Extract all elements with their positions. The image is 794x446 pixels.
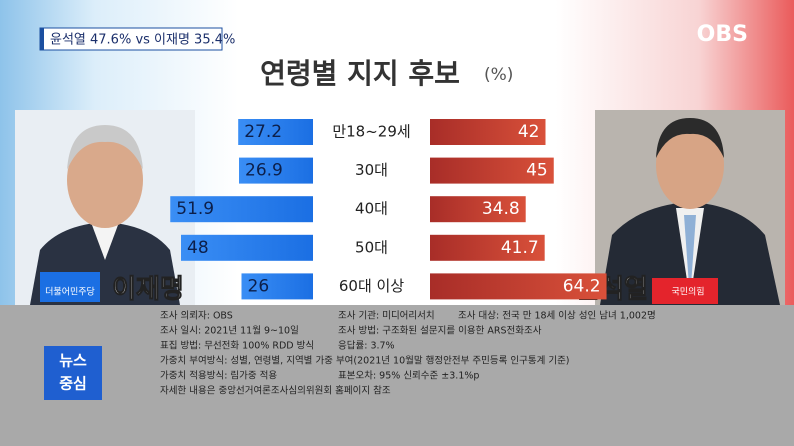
footnote: 조사 기관: 미디어리서치	[338, 310, 435, 322]
footnote: 표집 방법: 무선전화 100% RDD 방식	[160, 340, 314, 352]
value-label: 51.9	[176, 199, 214, 219]
category-label: 만18~29세	[332, 123, 410, 141]
value-label: 34.8	[482, 199, 520, 219]
value-label: 64.2	[563, 276, 601, 296]
value-label: 42	[518, 122, 540, 142]
value-label: 26	[248, 276, 270, 296]
logo: OBS	[697, 22, 748, 47]
footnote: 조사 일시: 2021년 11월 9~10일	[160, 325, 299, 337]
party-left: 더불어민주당	[45, 287, 95, 298]
bar	[241, 273, 313, 300]
footnote: 표본오차: 95% 신뢰수준 ±3.1%p	[338, 370, 479, 382]
value-label: 26.9	[245, 161, 283, 181]
footnote: 자세한 내용은 중앙선거여론조사심의위원회 홈페이지 참조	[160, 385, 391, 397]
bar	[181, 234, 313, 261]
footnote: 조사 의뢰자: OBS	[160, 311, 233, 322]
footnote: 조사 방법: 구조화된 설문지를 이용한 ARS전화조사	[338, 325, 542, 337]
party-tag-right	[652, 278, 718, 304]
unit: (%)	[484, 65, 513, 85]
name-left: 이재명	[112, 275, 184, 305]
value-label: 27.2	[244, 122, 282, 142]
category-label: 30대	[355, 161, 388, 179]
category-label: 60대 이상	[339, 277, 404, 295]
footnote: 가중치 적용방식: 림가중 적용	[160, 370, 277, 382]
footer-panel	[0, 305, 794, 446]
bar	[239, 157, 313, 184]
badge	[44, 346, 102, 400]
category-panel	[313, 112, 430, 304]
bar	[238, 119, 313, 145]
category-label: 40대	[355, 200, 388, 218]
party-right: 국민의힘	[671, 287, 704, 298]
bar	[430, 234, 545, 261]
bar	[430, 273, 607, 300]
footnote: 조사 대상: 전국 만 18세 이상 성인 남녀 1,002명	[458, 311, 656, 322]
bar	[430, 157, 554, 184]
bar	[430, 196, 526, 223]
footnote: 가중치 부여방식: 성별, 연령별, 지역별 가중 부여(2021년 10월말 …	[160, 355, 570, 367]
badge-line: 뉴스	[59, 352, 87, 370]
category-label: 50대	[355, 238, 388, 256]
chart-title: 연령별 지지 후보	[260, 57, 460, 90]
bar	[170, 196, 313, 223]
value-label: 45	[526, 161, 548, 181]
summary: 윤석열 47.6% vs 이재명 35.4%	[50, 33, 235, 48]
footnote: 응답률: 3.7%	[338, 340, 395, 352]
bar	[430, 119, 546, 145]
summary-accent	[40, 28, 44, 50]
value-label: 48	[187, 238, 209, 258]
badge-line: 중심	[59, 375, 87, 393]
party-tag-left	[40, 272, 100, 302]
candidate-photo-right	[595, 110, 785, 305]
value-label: 41.7	[501, 238, 539, 258]
